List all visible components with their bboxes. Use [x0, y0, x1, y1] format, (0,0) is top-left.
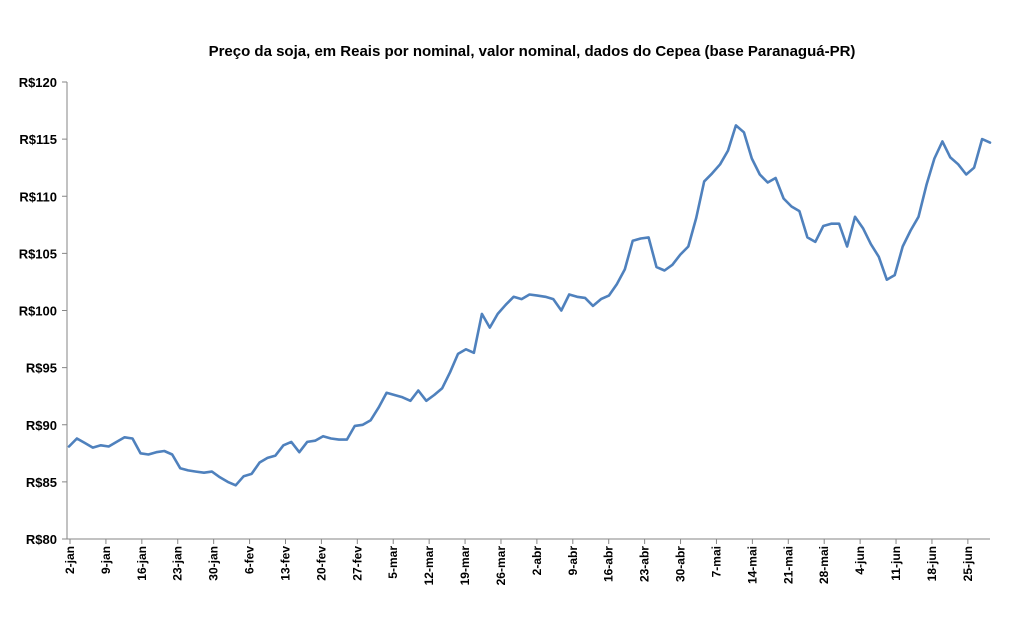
y-tick-label: R$105: [19, 246, 57, 261]
x-tick-label: 30-jan: [207, 546, 221, 581]
x-axis-ticks: 2-jan 9-jan 16-jan 23-jan 30-jan 6-fev 13-fev 2…: [63, 539, 975, 585]
y-tick-label: R$90: [26, 418, 57, 433]
y-tick-label: R$95: [26, 361, 57, 376]
x-tick-label: 21-mai: [781, 546, 795, 584]
y-tick-label: R$120: [19, 75, 57, 90]
x-tick-label: 18-jun: [925, 546, 939, 581]
x-tick-label: 5-mar: [386, 546, 400, 579]
x-tick-label: 26-mar: [494, 546, 508, 586]
axes: [66, 82, 990, 540]
x-tick-label: 9-abr: [566, 546, 580, 576]
x-tick-label: 2-jan: [63, 546, 77, 574]
x-tick-label: 16-jan: [135, 546, 149, 581]
series-layer: [67, 124, 992, 487]
x-tick-label: 9-jan: [99, 546, 113, 574]
y-tick-label: R$100: [19, 304, 57, 319]
x-tick-label: 16-abr: [602, 546, 616, 582]
x-tick-label: 25-jun: [961, 546, 975, 581]
x-tick-label: 19-mar: [458, 546, 472, 586]
x-tick-label: 20-fev: [314, 546, 328, 581]
x-tick-label: 27-fev: [350, 546, 364, 581]
y-tick-label: R$85: [26, 475, 57, 490]
y-tick-label: R$110: [19, 189, 57, 204]
x-tick-label: 6-fev: [243, 546, 257, 574]
y-axis-ticks: R$80 R$85 R$90 R$95 R$100 R$105 R$110 R$115 R$12…: [19, 75, 67, 547]
x-tick-label: 2-abr: [530, 546, 544, 576]
series-line: [67, 124, 992, 487]
y-tick-label: R$80: [26, 532, 57, 547]
y-tick-label: R$115: [19, 132, 57, 147]
x-tick-label: 30-abr: [674, 546, 688, 582]
x-tick-label: 4-jun: [853, 546, 867, 575]
x-tick-label: 12-mar: [422, 546, 436, 586]
x-tick-label: 7-mai: [709, 546, 723, 577]
x-tick-label: 23-jan: [171, 546, 185, 581]
x-tick-label: 23-abr: [638, 546, 652, 582]
x-tick-label: 11-jun: [889, 546, 903, 581]
x-tick-label: 28-mai: [817, 546, 831, 584]
chart-title: Preço da soja, em Reais por nominal, val…: [209, 43, 856, 60]
x-tick-label: 14-mai: [745, 546, 759, 584]
x-tick-label: 13-fev: [278, 546, 292, 581]
